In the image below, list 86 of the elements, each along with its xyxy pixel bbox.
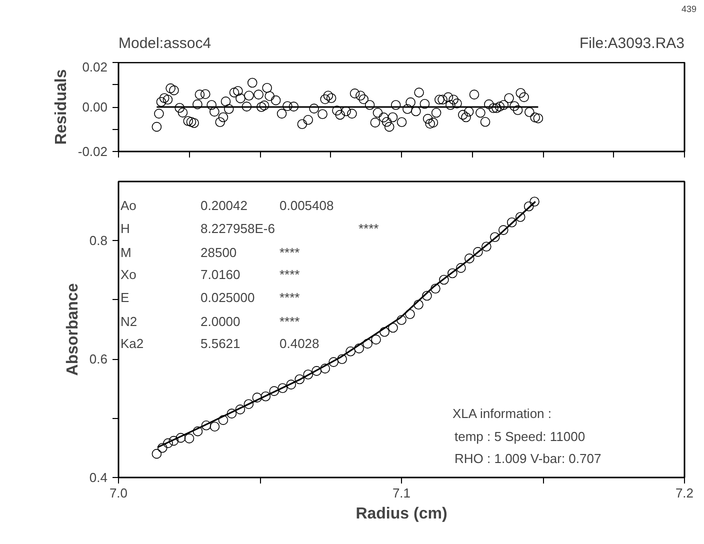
point	[422, 290, 432, 301]
point	[388, 322, 398, 333]
point	[380, 326, 390, 337]
annotation: XLA information :	[452, 406, 552, 421]
point	[448, 268, 458, 278]
y-tick-label: 0.8	[89, 233, 108, 248]
point	[405, 309, 415, 319]
annotation: M	[120, 245, 132, 260]
y-axis-title: Absorbance	[64, 283, 82, 376]
point	[184, 434, 194, 444]
point	[201, 420, 212, 430]
y-axis-title: Residuals	[52, 69, 70, 145]
annotation: ****	[280, 245, 300, 260]
annotation: temp : 5 Speed: 11000	[454, 429, 586, 444]
point	[498, 225, 508, 235]
point	[286, 380, 296, 390]
annotation: ****	[280, 290, 300, 305]
annotation: Ka2	[120, 336, 144, 351]
point	[163, 438, 173, 448]
point	[456, 263, 466, 273]
point	[371, 334, 381, 344]
annotation: 0.20042	[200, 198, 248, 213]
point	[192, 426, 203, 436]
point	[278, 383, 288, 393]
text: 439	[681, 4, 697, 14]
chart-title: Model:assoc4	[118, 35, 212, 52]
annotation: ****	[280, 314, 300, 329]
point	[337, 354, 347, 364]
point	[244, 399, 254, 409]
y-tick-label: 0.6	[89, 352, 108, 367]
point	[152, 448, 162, 459]
y-tick-label: -0.02	[78, 144, 108, 159]
point	[218, 415, 228, 425]
y-tick-label: 0.4	[89, 470, 108, 485]
point	[168, 436, 179, 446]
point	[464, 254, 474, 264]
y-tick-label: 0.02	[82, 60, 108, 74]
annotation: RHO : 1.009 V-bar: 0.707	[454, 451, 602, 466]
annotation: 2.0000	[200, 314, 240, 329]
point	[515, 212, 526, 222]
text: File:A3093.RA3	[579, 35, 685, 52]
annotation: 0.005408	[280, 198, 334, 213]
annotation: H	[120, 221, 130, 236]
annotation: 28500	[200, 245, 237, 260]
point	[354, 344, 364, 354]
point	[303, 370, 314, 380]
point	[328, 357, 338, 367]
point	[252, 392, 262, 402]
annotation: ****	[280, 267, 300, 282]
point	[414, 300, 424, 310]
annotation: 5.5621	[200, 336, 240, 351]
point	[362, 338, 372, 349]
point	[320, 364, 330, 374]
point	[176, 432, 186, 443]
annotation: N2	[120, 314, 138, 329]
point	[157, 443, 168, 453]
annotation: Xo	[120, 267, 136, 282]
annotation: Ao	[120, 198, 136, 213]
point	[530, 196, 540, 207]
annotation: 7.0160	[200, 267, 240, 282]
annotation: ****	[358, 221, 379, 236]
point	[312, 366, 322, 376]
point	[346, 346, 356, 356]
annotation: 0.025000	[200, 290, 255, 305]
point	[482, 242, 492, 252]
point	[210, 422, 220, 432]
annotation: E	[120, 290, 130, 305]
point	[506, 217, 517, 228]
point	[439, 274, 449, 285]
x-tick-label: 7.1	[392, 486, 411, 500]
x-tick-label: 7.2	[675, 486, 694, 500]
annotation: 8.227958E-6	[200, 221, 275, 236]
point	[430, 284, 440, 294]
point	[260, 392, 271, 402]
x-tick-label: 7.0	[109, 486, 128, 500]
y-tick-label: 0.00	[82, 100, 108, 114]
point	[294, 374, 305, 384]
point	[473, 247, 483, 257]
x-axis-title: Radius (cm)	[356, 506, 448, 522]
point	[269, 386, 280, 396]
point	[235, 404, 246, 414]
annotation: 0.4028	[280, 336, 320, 351]
point	[396, 315, 406, 325]
point	[226, 408, 237, 418]
point	[524, 201, 534, 212]
point	[490, 232, 500, 242]
